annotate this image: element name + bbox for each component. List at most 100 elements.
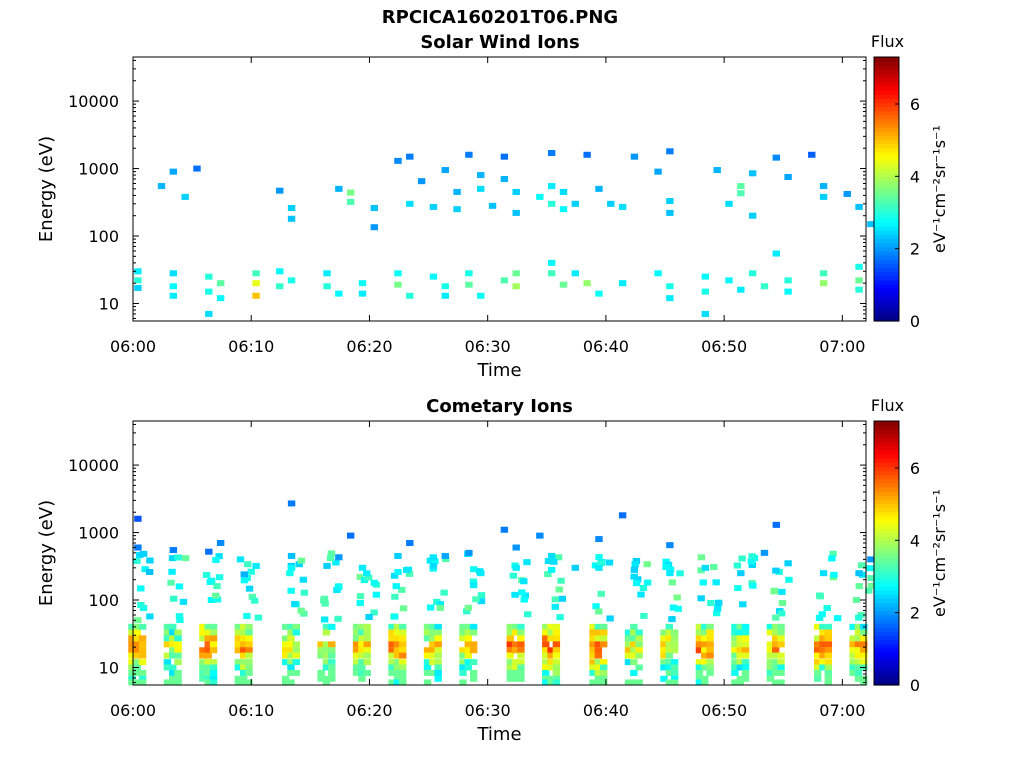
data-cell <box>599 635 608 642</box>
colorbar-segment <box>874 234 899 240</box>
data-cell <box>245 679 253 686</box>
data-cell <box>512 209 520 216</box>
colorbar-tick-label: 2 <box>910 604 920 623</box>
data-cell <box>630 635 638 642</box>
data-cell <box>204 641 212 648</box>
colorbar-segment <box>874 676 899 682</box>
data-cell <box>388 641 396 648</box>
data-cell <box>624 647 633 654</box>
data-cell <box>589 664 597 671</box>
y-tick-label: 10 <box>99 658 119 677</box>
data-cell <box>287 659 295 666</box>
data-cell <box>777 652 785 659</box>
data-cell <box>477 185 485 192</box>
data-cell <box>517 675 525 682</box>
data-cell <box>668 616 676 623</box>
data-cell <box>204 629 212 636</box>
data-cell <box>547 149 556 156</box>
data-cell <box>589 652 597 659</box>
data-cell <box>511 629 520 636</box>
data-cell <box>464 604 473 611</box>
data-cell <box>295 561 303 568</box>
data-cell <box>547 552 556 559</box>
data-cell <box>394 552 402 559</box>
data-cell <box>855 263 863 270</box>
data-cell <box>423 664 432 671</box>
data-cell <box>276 268 284 275</box>
colorbar-segment <box>874 511 899 517</box>
data-cell <box>630 623 638 630</box>
data-cell <box>714 605 722 612</box>
data-cell <box>552 652 561 659</box>
data-cell <box>542 664 550 671</box>
colorbar-segment <box>874 176 899 182</box>
data-cell <box>618 280 627 287</box>
data-cell <box>133 635 141 642</box>
data-cell <box>406 292 414 299</box>
data-cell <box>239 629 248 636</box>
data-cell <box>785 576 793 583</box>
data-cell <box>174 641 182 648</box>
colorbar-segment <box>874 242 899 248</box>
data-cell <box>770 588 778 595</box>
data-cell <box>429 203 438 210</box>
data-cell <box>358 635 366 642</box>
data-cell <box>736 641 744 648</box>
data-cell <box>713 167 721 174</box>
colorbar-segment <box>874 69 899 75</box>
data-cell <box>207 577 216 584</box>
data-cell <box>637 591 645 598</box>
data-cell <box>393 659 402 666</box>
data-cell <box>326 555 335 562</box>
data-cell <box>666 283 674 290</box>
data-cell <box>128 635 136 642</box>
data-cell <box>399 641 407 648</box>
data-cell <box>595 564 603 571</box>
data-cell <box>248 593 257 600</box>
data-cell <box>459 669 467 676</box>
colorbar-segment <box>874 544 899 550</box>
data-cell <box>618 512 627 519</box>
data-cell <box>849 652 857 659</box>
data-cell <box>854 641 863 648</box>
data-cell <box>352 647 361 654</box>
data-cell <box>212 556 220 563</box>
data-cell <box>512 544 520 551</box>
data-cell <box>660 647 668 654</box>
data-cell <box>245 641 253 648</box>
data-cell <box>199 675 207 682</box>
data-cell <box>819 629 827 636</box>
colorbar-segment <box>874 499 899 505</box>
data-cell <box>500 153 509 160</box>
data-cell <box>292 629 300 636</box>
data-cell <box>777 669 785 676</box>
data-cell <box>660 664 668 671</box>
data-cell <box>133 659 141 666</box>
data-cell <box>169 547 178 554</box>
data-cell <box>199 664 207 671</box>
data-cell <box>748 553 756 560</box>
colorbar: 0 2 4 6 Flux eV⁻¹cm⁻²sr⁻¹s⁻¹ <box>871 32 949 331</box>
data-cell <box>317 675 325 682</box>
colorbar-tick-label: 6 <box>910 459 920 478</box>
data-cell <box>697 567 705 574</box>
data-cell <box>176 616 184 623</box>
colorbar-segment <box>874 606 899 612</box>
data-cell <box>281 652 290 659</box>
data-cell <box>287 629 295 636</box>
data-cell <box>163 641 172 648</box>
data-cell <box>434 652 442 659</box>
colorbar-segment <box>874 250 899 256</box>
colorbar-segment <box>874 81 899 87</box>
colorbar-segment <box>874 507 899 513</box>
data-cell <box>209 641 218 648</box>
data-cell <box>552 669 561 676</box>
data-cell <box>599 641 608 648</box>
data-cell <box>169 635 177 642</box>
data-cell <box>399 605 408 612</box>
data-cell <box>423 669 432 676</box>
data-cell <box>216 295 225 302</box>
colorbar-segment <box>874 421 899 426</box>
data-cell <box>748 561 757 568</box>
colorbar-segment <box>874 474 899 480</box>
